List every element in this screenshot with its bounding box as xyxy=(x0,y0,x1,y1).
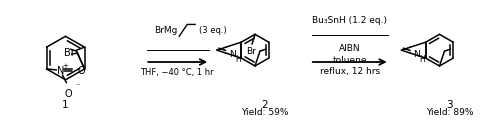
Text: BrMg: BrMg xyxy=(154,26,177,35)
Text: O: O xyxy=(78,66,85,76)
Text: 1: 1 xyxy=(62,100,69,110)
Text: toluene: toluene xyxy=(332,56,367,65)
Text: Bu₃SnH (1.2 eq.): Bu₃SnH (1.2 eq.) xyxy=(312,16,387,25)
Text: THF, −40 °C, 1 hr: THF, −40 °C, 1 hr xyxy=(140,68,214,77)
Text: 2: 2 xyxy=(262,100,268,110)
Text: Br: Br xyxy=(246,47,256,56)
Text: Yield: 59%: Yield: 59% xyxy=(241,107,288,117)
Text: H: H xyxy=(235,55,240,64)
Text: Br: Br xyxy=(64,48,74,58)
Text: +: + xyxy=(62,63,68,69)
Text: N: N xyxy=(414,50,420,59)
Text: O: O xyxy=(64,89,72,99)
Text: 3: 3 xyxy=(446,100,453,110)
Text: Yield: 89%: Yield: 89% xyxy=(426,107,473,117)
Text: reflux, 12 hrs: reflux, 12 hrs xyxy=(320,67,380,76)
Text: ⁻: ⁻ xyxy=(76,81,80,90)
Text: H: H xyxy=(420,55,425,64)
Text: N: N xyxy=(57,66,64,76)
Text: AIBN: AIBN xyxy=(339,44,360,53)
Text: N: N xyxy=(229,50,235,59)
Text: (3 eq.): (3 eq.) xyxy=(199,26,227,35)
